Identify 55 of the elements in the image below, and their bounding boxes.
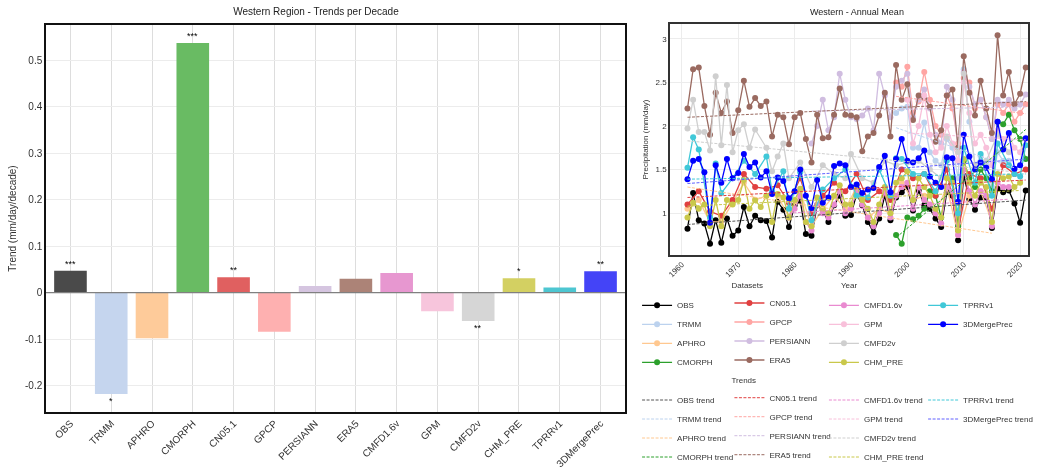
y-tick-label: 0.2: [28, 194, 43, 206]
legend-label: TRMM trend: [677, 415, 722, 425]
y-tick-label: 0.5: [28, 54, 43, 66]
y-tick-label: 3: [662, 34, 668, 44]
y-tick-label: 0.1: [28, 240, 43, 252]
legend-label: CMFD1.6v trend: [863, 396, 923, 406]
legend-label: CN05.1: [769, 299, 798, 309]
legend-label: CHM_PRE: [863, 358, 904, 368]
y-tick-label: 1: [662, 208, 668, 218]
annotation: *: [517, 266, 521, 276]
annotation: **: [474, 323, 482, 333]
annotation: ***: [187, 31, 198, 41]
y-tick-label: -0.1: [25, 333, 43, 345]
annotation: *: [109, 396, 113, 406]
legend-label: 3DMergePrec trend: [963, 415, 1033, 425]
text: Datasets: [731, 281, 764, 291]
legend-label: OBS trend: [677, 396, 715, 406]
annotation: **: [230, 265, 238, 275]
legend-label: CMFD2v: [863, 339, 896, 349]
chart-title: Western Region - Trends per Decade: [233, 6, 400, 18]
y-tick-label: 1.5: [655, 165, 668, 175]
legend-label: PERSIANN trend: [769, 431, 831, 441]
legend-label: APHRO trend: [677, 434, 726, 444]
y-tick-label: 0.3: [28, 147, 43, 159]
y-tick-label: 2.5: [655, 78, 668, 88]
legend-label: 3DMergePrec: [963, 320, 1013, 330]
legend-label: GPCP trend: [769, 412, 813, 422]
legend-label: CMORPH trend: [677, 453, 734, 463]
y-tick-label: 0: [36, 287, 43, 299]
legend-label: ERA5 trend: [769, 450, 811, 460]
legend-label: CMFD2v trend: [863, 434, 916, 444]
legend-label: GPM: [863, 320, 883, 330]
y-axis-title: Precipitation (mm/day): [640, 99, 650, 180]
y-tick-label: 0.4: [28, 101, 43, 113]
legend-label: OBS: [677, 301, 694, 311]
y-tick-label: -0.2: [25, 380, 43, 392]
legend-label: TRMM: [677, 320, 702, 330]
legend-label: PERSIANN: [769, 337, 811, 347]
legend-label: TPRRv1: [963, 301, 994, 311]
annotation: ***: [65, 259, 76, 269]
text: Trends: [731, 376, 757, 386]
legend-label: APHRO: [677, 339, 706, 349]
legend-label: ERA5: [769, 356, 791, 366]
legend-label: CMORPH: [677, 358, 713, 368]
legend-label: GPM trend: [863, 415, 903, 425]
legend-label: TPRRv1 trend: [963, 396, 1014, 406]
chart-title: Western - Annual Mean: [810, 7, 904, 17]
annotation: **: [597, 259, 605, 269]
legend-label: CN05.1 trend: [769, 393, 818, 403]
legend-label: CMFD1.6v: [863, 301, 903, 311]
x-axis-title: Year: [840, 280, 858, 290]
legend-label: CHM_PRE trend: [863, 453, 924, 463]
y-tick-label: 2: [662, 121, 668, 131]
legend-label: GPCP: [769, 318, 793, 328]
y-axis-title: Trend (mm/day/decade): [6, 165, 18, 272]
